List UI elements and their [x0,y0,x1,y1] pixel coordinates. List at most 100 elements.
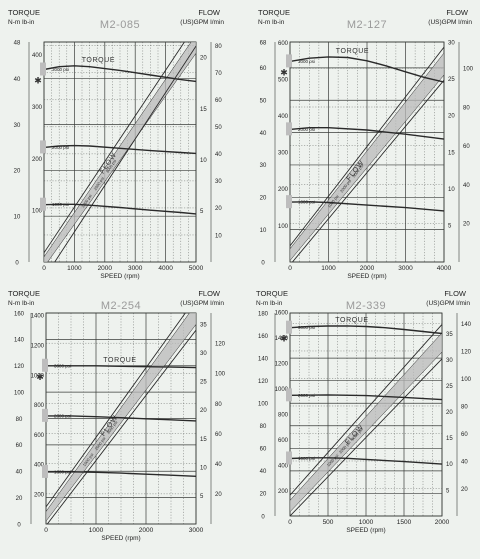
asterisk-symbol: ✱ [36,372,44,382]
nm-tick-label: 140 [258,356,269,362]
torque-curve [289,457,443,465]
flow-line [290,358,442,516]
flow-line [291,79,444,262]
lbin-tick-label: 600 [278,438,289,444]
lmin-tick-label: 70 [215,71,222,77]
lbin-tick-label: 1000 [275,387,289,393]
nm-tick-label: 0 [15,260,19,266]
gpm-tick-label: 20 [446,410,453,416]
gpm-tick-label: 30 [448,40,455,46]
lmin-tick-label: 40 [215,462,222,468]
gpm-tick-label: 15 [200,107,207,113]
x-tick-label: 1000 [89,527,104,534]
lbin-tick-label: 600 [34,433,45,439]
lbin-tick-label: 100 [278,224,289,230]
x-axis-label: SPEED (rpm) [347,273,386,280]
flow-axis-units: (US)GPM l/min [426,300,470,307]
gpm-tick-label: 15 [448,150,455,156]
chart-title: M2-127 [347,19,387,31]
chart-panel: TORQUE N-m lb-in M2-127 FLOW (US)GPM l/min 0 1… [258,8,474,280]
x-axis-label: SPEED (rpm) [101,535,140,542]
x-tick-label: 1500 [397,519,412,526]
pressure-marker [286,122,292,136]
torque-psi-label: 2000 psi [52,145,69,150]
x-tick-label: 2000 [435,519,450,526]
nm-tick-label: 120 [14,364,25,370]
gpm-tick-label: 25 [200,380,207,386]
nm-tick-label: 30 [14,123,21,129]
lmin-tick-label: 20 [215,492,222,498]
nm-tick-label: 20 [260,492,267,498]
nm-tick-label: 180 [258,311,269,317]
torque-psi-label: 1000 psi [298,456,315,461]
flow-line [54,45,196,262]
torque-curve [289,201,445,212]
lmin-tick-label: 60 [215,432,222,438]
x-tick-label: 1000 [359,519,374,526]
lbin-tick-label: 200 [278,187,289,193]
torque-psi-label: 2000 psi [298,393,315,398]
x-tick-label: 3000 [189,527,204,534]
flow-band [290,332,442,512]
lmin-tick-label: 20 [215,206,222,212]
lmin-tick-label: 100 [215,372,226,378]
gpm-tick-label: 25 [448,77,455,83]
nm-tick-label: 100 [258,402,269,408]
nm-tick-label: 80 [260,424,267,430]
pressure-marker [286,54,292,68]
gpm-tick-label: 5 [448,224,452,230]
nm-tick-label: 20 [260,196,267,202]
torque-psi-label: 3000 psi [52,67,69,72]
gpm-tick-label: 20 [448,114,455,120]
flow-axis-title: FLOW [198,8,221,17]
torque-axis-title: TORQUE [258,8,290,17]
lbin-tick-label: 1200 [31,343,45,349]
gpm-tick-label: 10 [200,158,207,164]
pressure-marker [40,140,46,154]
torque-curve [46,365,197,369]
torque-psi-label: 1000 psi [54,469,71,474]
nm-tick-label: 60 [260,447,267,453]
lmin-tick-label: 40 [463,183,470,189]
nm-tick-label: 30 [260,163,267,169]
torque-curve [43,144,197,155]
x-tick-label: 4000 [437,265,452,272]
asterisk-symbol: ✱ [280,334,288,344]
torque-curve [289,126,445,140]
pressure-marker [286,320,292,334]
nm-tick-label: 68 [260,40,267,46]
torque-psi-label: 1000 psi [52,202,69,207]
x-tick-label: 500 [323,519,334,526]
lbin-tick-label: 200 [32,157,43,163]
lbin-tick-label: 100 [32,209,43,215]
nm-tick-label: 10 [260,228,267,234]
flow-line [44,42,185,254]
lmin-tick-label: 80 [215,44,222,50]
lmin-tick-label: 40 [215,152,222,158]
lmin-tick-label: 100 [463,67,474,73]
flow-axis-title: FLOW [198,289,221,298]
nm-tick-label: 40 [260,131,267,137]
lmin-tick-label: 80 [215,402,222,408]
flow-axis-units: (US)GPM l/min [180,19,224,26]
chart-panel: TORQUE N-m lb-in M2-339 FLOW (US)GPM l/min 0 5… [256,289,472,534]
nm-tick-label: 140 [14,338,25,344]
gpm-tick-label: 15 [446,436,453,442]
x-tick-label: 1000 [67,265,82,272]
flow-band-edge [290,74,444,261]
gpm-tick-label: 20 [200,408,207,414]
nm-tick-label: 0 [261,260,265,266]
torque-axis-units: N-m lb-in [256,300,283,307]
gpm-tick-label: 10 [200,465,207,471]
lbin-tick-label: 400 [278,114,289,120]
torque-curve [43,65,197,83]
torque-axis-title: TORQUE [8,289,40,298]
lmin-tick-label: 60 [463,144,470,150]
pressure-marker [40,62,46,76]
lmin-tick-label: 30 [215,179,222,185]
flow-band [44,42,196,262]
gpm-tick-label: 35 [446,332,453,338]
gpm-tick-label: 5 [200,494,204,500]
lbin-tick-label: 500 [278,78,289,84]
gpm-tick-label: 35 [200,323,207,329]
